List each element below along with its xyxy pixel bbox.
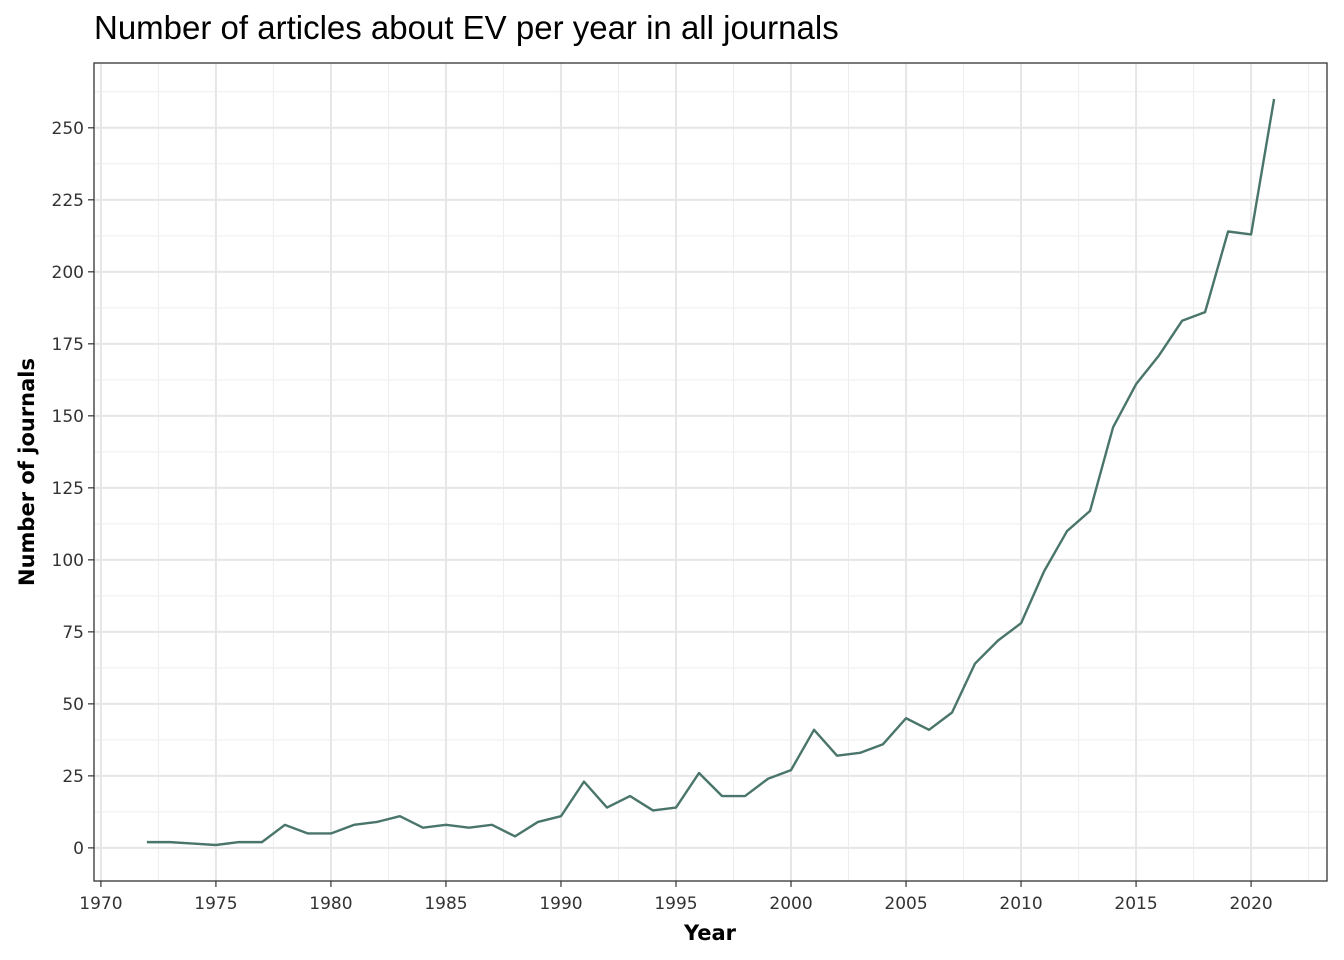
x-tick-label: 2000 bbox=[769, 894, 812, 914]
plot-panel-border bbox=[93, 62, 1328, 882]
x-tick-label: 1980 bbox=[309, 894, 352, 914]
x-tick-label: 1975 bbox=[194, 894, 237, 914]
y-tick-label: 25 bbox=[62, 767, 84, 787]
grid bbox=[94, 63, 1327, 881]
x-tick-label: 2015 bbox=[1114, 894, 1157, 914]
y-tick-label: 125 bbox=[52, 479, 84, 499]
y-tick-label: 250 bbox=[52, 119, 84, 139]
x-tick-label: 2020 bbox=[1229, 894, 1272, 914]
x-tick-label: 1990 bbox=[539, 894, 582, 914]
series-line bbox=[146, 98, 1276, 847]
y-tick-label: 0 bbox=[73, 839, 84, 859]
y-tick-label: 75 bbox=[62, 623, 84, 643]
x-axis-title: Year bbox=[683, 921, 737, 945]
x-tick-label: 1995 bbox=[654, 894, 697, 914]
series-layer bbox=[146, 98, 1276, 847]
x-tick-label: 2010 bbox=[999, 894, 1042, 914]
y-tick-label: 150 bbox=[52, 407, 84, 427]
y-tick-label: 100 bbox=[52, 551, 84, 571]
y-tick-label: 225 bbox=[52, 191, 84, 211]
y-tick-label: 200 bbox=[52, 263, 84, 283]
x-tick-label: 1970 bbox=[79, 894, 122, 914]
chart-title: Number of articles about EV per year in … bbox=[94, 9, 839, 46]
x-tick-label: 1985 bbox=[424, 894, 467, 914]
y-axis: 0 25 50 75 100 125 150 175 200 225 250 bbox=[52, 119, 94, 859]
y-tick-label: 50 bbox=[62, 695, 84, 715]
y-tick-label: 175 bbox=[52, 335, 84, 355]
x-axis: 1970 1975 1980 1985 1990 1995 2000 2005 2010 2015… bbox=[79, 881, 1273, 914]
x-tick-label: 2005 bbox=[884, 894, 927, 914]
y-axis-title: Number of journals bbox=[15, 358, 39, 586]
